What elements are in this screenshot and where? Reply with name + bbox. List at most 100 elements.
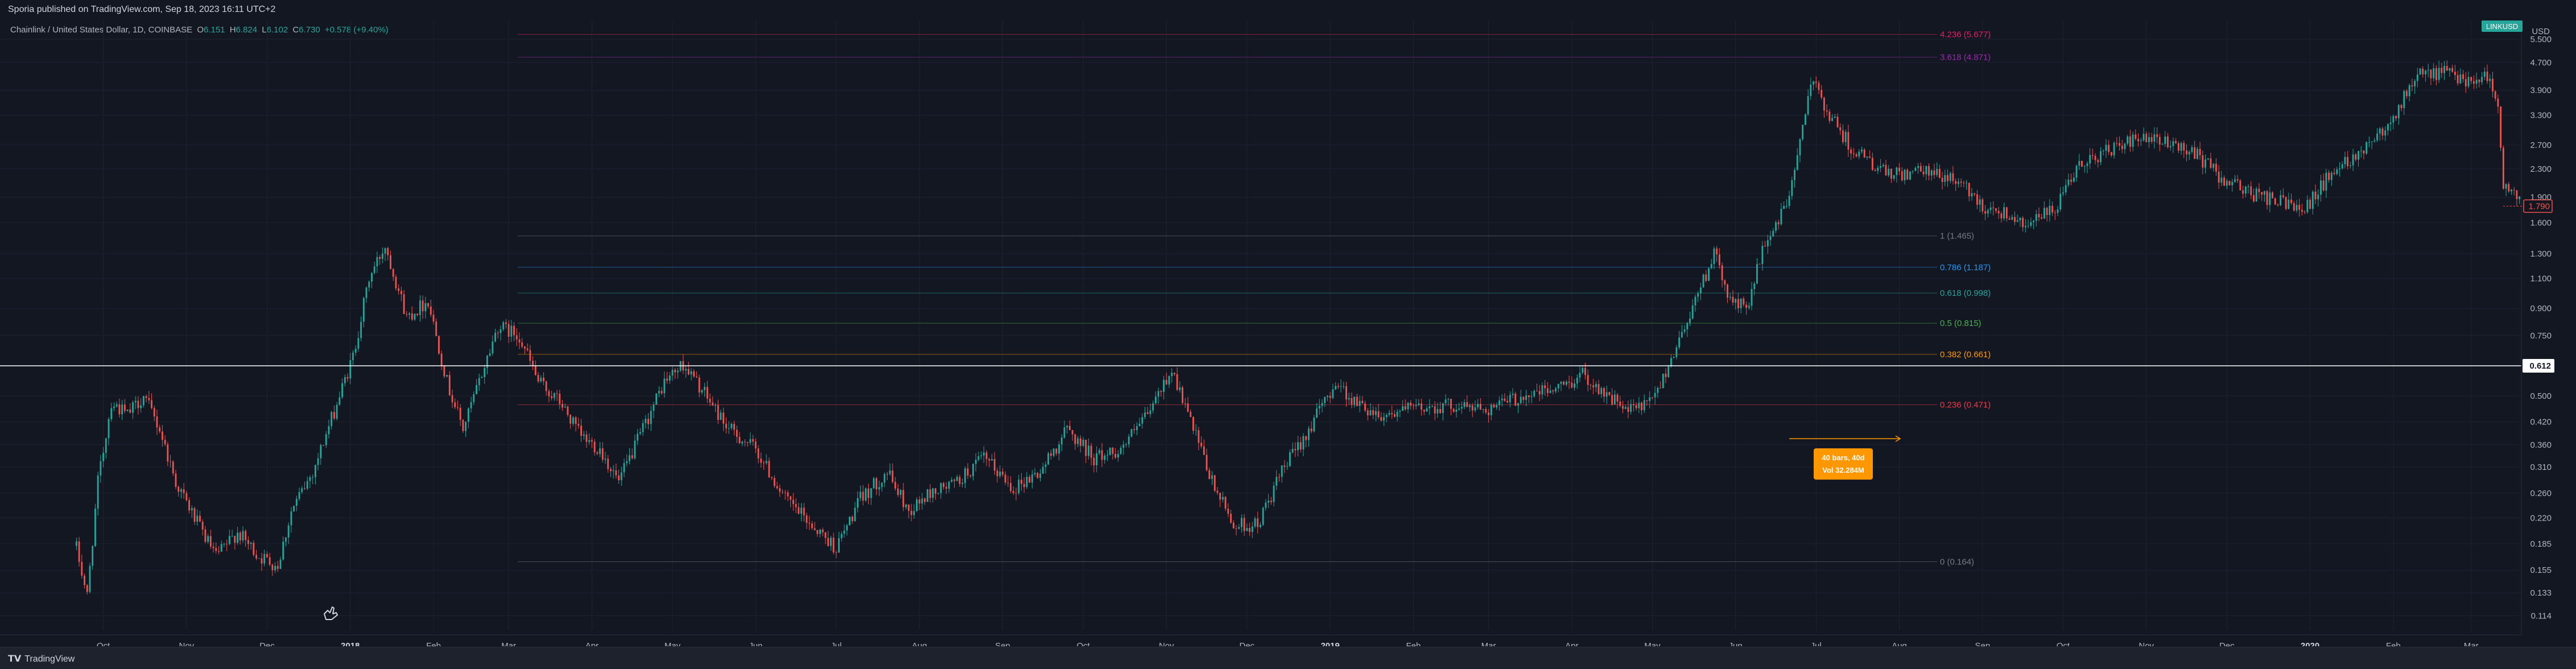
candle-body xyxy=(448,375,451,395)
time-tick-label: Oct xyxy=(97,641,110,646)
candle-body xyxy=(2094,155,2096,160)
candle-body xyxy=(2158,137,2161,144)
symbol-legend: Chainlink / United States Dollar, 1D, CO… xyxy=(10,25,389,35)
candle-body xyxy=(988,459,990,461)
candle-body xyxy=(2473,81,2475,84)
candle-body xyxy=(1257,518,1259,527)
candle-body xyxy=(338,397,341,405)
candle-body xyxy=(1858,151,1860,156)
candle-body xyxy=(89,565,91,592)
price-axis[interactable]: 5.5004.7003.9003.3002.7002.3001.9001.600… xyxy=(2521,20,2552,635)
candle-body xyxy=(263,554,266,564)
candle-body xyxy=(741,441,744,444)
candle-body xyxy=(183,489,185,493)
candle-body xyxy=(1015,493,1017,494)
time-tick-label: Jul xyxy=(831,641,841,646)
tradingview-logo[interactable]: 𝗧𝗩 TradingView xyxy=(8,653,75,664)
candle-body xyxy=(1291,449,1294,453)
candle-body xyxy=(1418,403,1420,406)
candle-body xyxy=(167,444,169,462)
candle-body xyxy=(2516,190,2518,200)
candle-body xyxy=(1769,236,1772,241)
candle-body xyxy=(209,536,212,547)
symbol-description[interactable]: Chainlink / United States Dollar, 1D, CO… xyxy=(10,25,193,35)
candle-body xyxy=(462,419,464,431)
fib-level-label: 0.236 (0.471) xyxy=(1940,400,1991,410)
candle-body xyxy=(593,441,596,453)
time-tick-label: Mar xyxy=(2464,641,2479,646)
fibonacci-extension[interactable]: 4.236 (5.677) 3.618 (4.871) 1 (1.465) 0.786… xyxy=(518,30,1991,567)
candle-body xyxy=(1533,390,1535,397)
candle-body xyxy=(859,492,861,498)
measure-tool[interactable]: 40 bars, 40d Vol 32.284M xyxy=(1789,435,1901,480)
candle-body xyxy=(1130,429,1133,437)
measure-box xyxy=(1814,448,1873,480)
candle-body xyxy=(696,377,697,378)
candle-body xyxy=(2502,147,2504,189)
candle-body xyxy=(526,348,529,350)
candle-body xyxy=(295,498,298,506)
candle-body xyxy=(2067,179,2070,185)
candle-body xyxy=(583,434,585,436)
candle-body xyxy=(1345,386,1347,400)
candle-body xyxy=(2100,151,2102,162)
time-axis[interactable]: Oct Nov Dec 2018 Feb Mar Apr May Jun Jul Aug Sep Oct… xyxy=(0,634,2521,646)
candle-body xyxy=(245,531,247,540)
candle-body xyxy=(2014,217,2016,222)
candle-body xyxy=(1380,417,1382,421)
candle-body xyxy=(2274,198,2276,205)
candle-body xyxy=(1603,388,1605,397)
candle-body xyxy=(1587,375,1589,385)
candle-body xyxy=(2344,156,2346,164)
candle-body xyxy=(100,461,102,476)
candle-body xyxy=(916,499,918,511)
candle-body xyxy=(306,481,308,489)
bottom-bar xyxy=(0,647,2576,669)
candle-body xyxy=(2137,139,2139,142)
candle-body xyxy=(1002,472,1004,475)
candle-body xyxy=(784,492,786,493)
candle-body xyxy=(878,487,880,490)
candle-body xyxy=(1294,449,1297,451)
candle-body xyxy=(1582,367,1584,373)
candle-body xyxy=(1007,482,1009,484)
candle-body xyxy=(2205,159,2206,168)
candle-body xyxy=(2298,205,2301,210)
candle-body xyxy=(2005,207,2008,218)
candle-body xyxy=(1324,397,1326,403)
price-chart[interactable]: 4.236 (5.677) 3.618 (4.871) 1 (1.465) 0.786… xyxy=(0,20,2576,646)
low-label: L xyxy=(262,25,267,35)
candle-body xyxy=(2239,180,2241,191)
candle-body xyxy=(416,313,419,315)
candle-body xyxy=(2425,71,2426,75)
candle-body xyxy=(1944,175,1946,182)
candle-body xyxy=(935,488,936,494)
candle-body xyxy=(760,458,762,463)
candle-body xyxy=(2228,180,2231,185)
price-tick-label: 0.360 xyxy=(2530,440,2552,450)
candle-body xyxy=(336,404,338,419)
candle-body xyxy=(2325,172,2327,191)
candle-body xyxy=(959,477,961,484)
candle-body xyxy=(1751,289,1753,306)
candle-body xyxy=(1219,493,1221,500)
candle-body xyxy=(2282,195,2284,197)
candle-body xyxy=(559,394,561,404)
candle-body xyxy=(2269,192,2271,205)
candle-body xyxy=(744,441,746,443)
candle-body xyxy=(1200,443,1203,447)
candle-body xyxy=(2322,180,2325,191)
candle-body xyxy=(2041,217,2043,219)
candle-body xyxy=(312,477,314,478)
candle-body xyxy=(199,515,201,522)
candle-body xyxy=(674,369,676,373)
candle-body xyxy=(1114,453,1117,458)
candle-body xyxy=(2212,163,2215,168)
candle-body xyxy=(1826,110,1828,112)
candle-body xyxy=(2019,217,2021,221)
candle-body xyxy=(2194,147,2196,159)
candle-body xyxy=(1632,404,1634,406)
candle-body xyxy=(2384,130,2387,136)
candle-body xyxy=(1643,400,1645,411)
candle-body xyxy=(1112,447,1114,454)
